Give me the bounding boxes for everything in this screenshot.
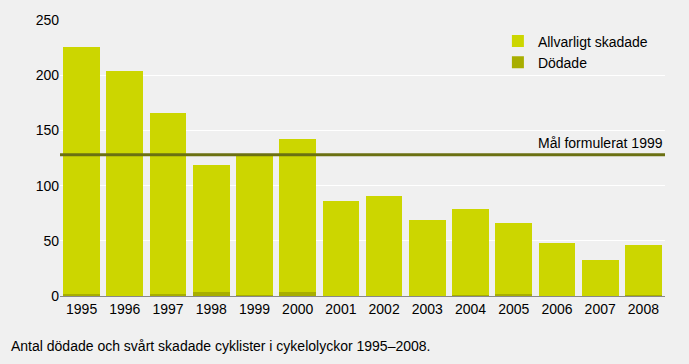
svg-text:Allvarligt skadade: Allvarligt skadade (538, 34, 648, 50)
svg-text:100: 100 (36, 178, 60, 194)
svg-text:1997: 1997 (152, 301, 183, 317)
svg-text:1998: 1998 (196, 301, 227, 317)
svg-text:2007: 2007 (585, 301, 616, 317)
svg-text:2000: 2000 (282, 301, 313, 317)
svg-text:2008: 2008 (628, 301, 659, 317)
svg-text:50: 50 (43, 233, 59, 249)
svg-text:Antal dödade och svårt skadade: Antal dödade och svårt skadade cyklister… (11, 338, 430, 354)
svg-text:2004: 2004 (455, 301, 486, 317)
svg-text:1995: 1995 (66, 301, 97, 317)
svg-text:1999: 1999 (239, 301, 270, 317)
svg-text:150: 150 (36, 122, 60, 138)
svg-text:0: 0 (51, 288, 59, 304)
svg-text:2002: 2002 (369, 301, 400, 317)
svg-text:1996: 1996 (109, 301, 140, 317)
svg-text:2005: 2005 (498, 301, 529, 317)
svg-text:2001: 2001 (325, 301, 356, 317)
svg-text:Mål formulerat 1999: Mål formulerat 1999 (538, 135, 663, 151)
svg-text:2006: 2006 (541, 301, 572, 317)
svg-text:200: 200 (36, 67, 60, 83)
svg-text:Dödade: Dödade (538, 55, 587, 71)
svg-text:2003: 2003 (412, 301, 443, 317)
svg-text:250: 250 (36, 12, 60, 28)
